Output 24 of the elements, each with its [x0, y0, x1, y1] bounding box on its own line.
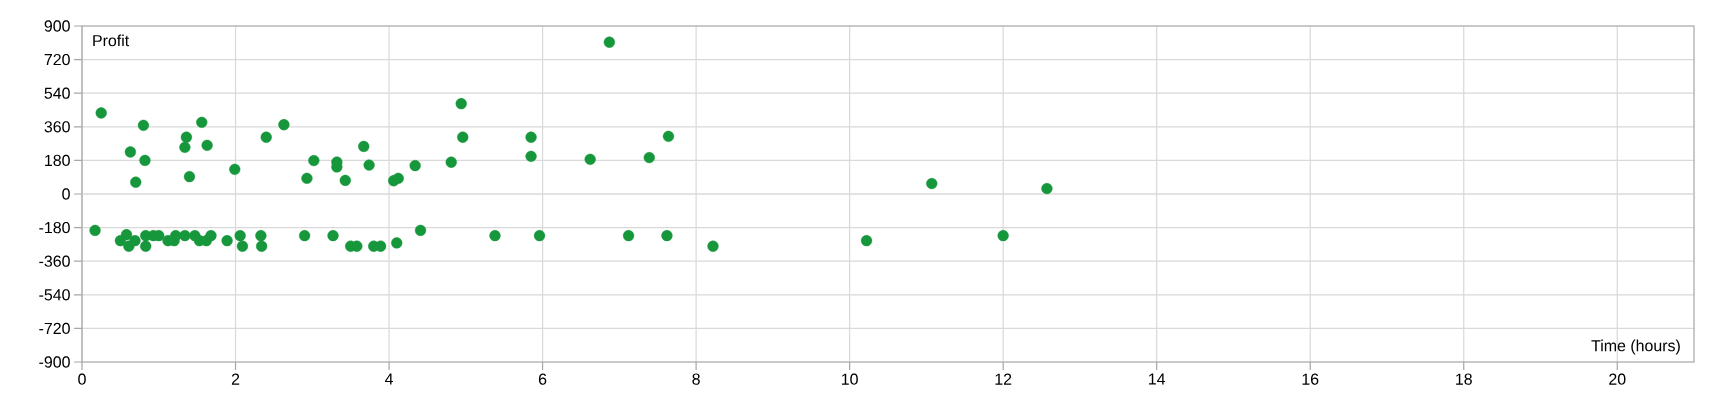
- x-tick-label: 6: [538, 373, 547, 385]
- y-axis-title: Profit: [93, 34, 130, 47]
- x-tick-label: 12: [995, 373, 1012, 385]
- x-tick-label: 20: [1609, 373, 1626, 385]
- y-tick-label: -720: [39, 322, 70, 335]
- y-tick-label: -180: [39, 221, 70, 234]
- x-tick-label: 18: [1456, 373, 1472, 385]
- x-tick-label: 2: [231, 373, 240, 385]
- y-tick-label: -900: [39, 356, 70, 368]
- y-tick-label: 900: [44, 20, 70, 32]
- y-tick-label: 0: [62, 188, 70, 200]
- y-tick-label: 720: [44, 53, 70, 66]
- x-axis-title: Time (hours): [1591, 339, 1680, 355]
- x-tick-label: 14: [1149, 373, 1166, 385]
- x-tick-label: 16: [1302, 373, 1319, 385]
- x-tick-label: 10: [841, 373, 858, 385]
- y-tick-label: 540: [44, 87, 70, 99]
- y-tick-label: 180: [45, 154, 70, 167]
- y-tick-label: -360: [39, 255, 70, 267]
- x-tick-label: 0: [78, 373, 86, 385]
- y-tick-label: -540: [39, 289, 70, 301]
- y-tick-label: 360: [44, 121, 70, 133]
- x-tick-label: 4: [384, 373, 394, 385]
- x-tick-label: 8: [692, 373, 700, 385]
